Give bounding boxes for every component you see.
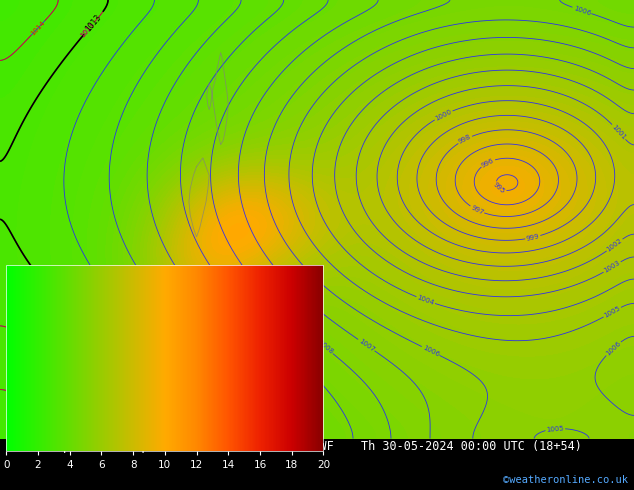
Text: 1013: 1013 [80,21,96,39]
Text: 1009: 1009 [277,340,294,357]
Text: 998: 998 [458,134,472,146]
Text: 1008: 1008 [316,339,334,355]
Text: 1002: 1002 [605,237,624,253]
Text: 999: 999 [526,233,540,242]
Text: 995: 995 [493,181,507,195]
Text: 1007: 1007 [358,338,375,353]
Text: Surface pressure  Spread  mean+σ  [hPa]  ECMWF: Surface pressure Spread mean+σ [hPa] ECM… [6,440,334,453]
Text: 1014: 1014 [30,19,46,36]
Text: 1012: 1012 [159,349,176,366]
Text: 1015: 1015 [33,400,51,415]
Text: 1013: 1013 [80,21,96,39]
Text: 1014: 1014 [56,359,74,375]
Text: 1005: 1005 [546,425,564,433]
Text: ©weatheronline.co.uk: ©weatheronline.co.uk [503,475,628,485]
Text: 1006: 1006 [605,340,622,357]
Text: 1011: 1011 [208,353,225,370]
Text: 1000: 1000 [434,108,453,122]
Text: 1006: 1006 [422,344,440,358]
Text: 1001: 1001 [611,123,627,141]
Text: Th 30-05-2024 00:00 UTC (18+54): Th 30-05-2024 00:00 UTC (18+54) [361,440,582,453]
Text: 1006: 1006 [573,5,592,16]
Text: 1003: 1003 [603,260,621,274]
Text: 996: 996 [481,157,495,169]
Text: 997: 997 [470,204,484,216]
Text: 1010: 1010 [238,341,255,358]
Text: 1013: 1013 [107,348,124,365]
Text: 1013: 1013 [84,13,103,33]
Text: 1004: 1004 [416,294,435,306]
Text: 1013: 1013 [107,348,124,365]
Text: 1013: 1013 [113,353,133,373]
Text: 1005: 1005 [603,305,621,319]
